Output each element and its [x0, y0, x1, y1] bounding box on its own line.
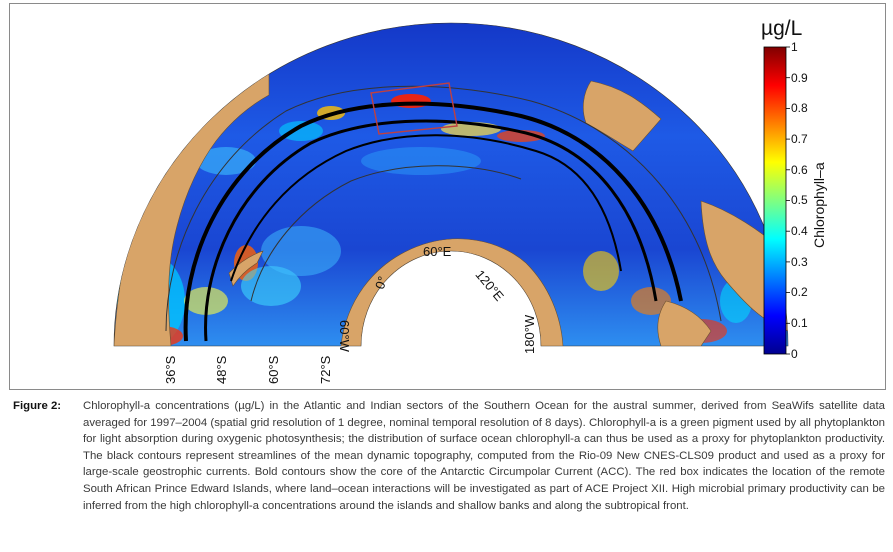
- lat-label-48s: 48°S: [214, 355, 229, 384]
- colorbar-tick: 0.4: [791, 224, 808, 238]
- caption-text: Chlorophyll-a concentrations (µg/L) in t…: [83, 400, 885, 512]
- land-africa: [582, 80, 662, 152]
- colorbar-tick: 0: [791, 347, 798, 361]
- colorbar-title: Chlorophyll–a: [811, 162, 827, 248]
- colorbar-tick: 0.8: [791, 101, 808, 115]
- colorbar-tick: 0.6: [791, 163, 808, 177]
- caption-label: Figure 2:: [13, 400, 62, 412]
- colorbar-tick: 0.7: [791, 132, 808, 146]
- prince-edward-islands-box: [370, 82, 458, 135]
- colorbar-unit: µg/L: [761, 17, 803, 40]
- colorbar-tick: 1: [791, 40, 798, 54]
- colorbar-tick: 0.1: [791, 316, 808, 330]
- colorbar-gradient: [763, 46, 787, 355]
- land-peninsula: [228, 250, 264, 287]
- colorbar-tick: 0.3: [791, 255, 808, 269]
- colorbar-tick: 0.5: [791, 193, 808, 207]
- colorbar-tick: 0.9: [791, 71, 808, 85]
- acc-contours: [165, 85, 722, 342]
- lon-label-60e: 60°E: [423, 244, 452, 259]
- lat-label-72s: 72°S: [318, 355, 333, 384]
- lon-label-180w: 180°W: [522, 314, 537, 354]
- colorbar: [763, 46, 790, 355]
- land-new-zealand: [657, 300, 712, 346]
- figure-frame: µg/L 1 0.9 0.8 0.7 0.6 0.5 0.4 0.3 0.2 0…: [9, 3, 886, 390]
- lon-label-60w: 60°W: [337, 320, 352, 352]
- lat-label-36s: 36°S: [163, 355, 178, 384]
- colorbar-tick: 0.2: [791, 285, 808, 299]
- chlorophyll-map: [113, 22, 790, 355]
- lat-label-60s: 60°S: [266, 355, 281, 384]
